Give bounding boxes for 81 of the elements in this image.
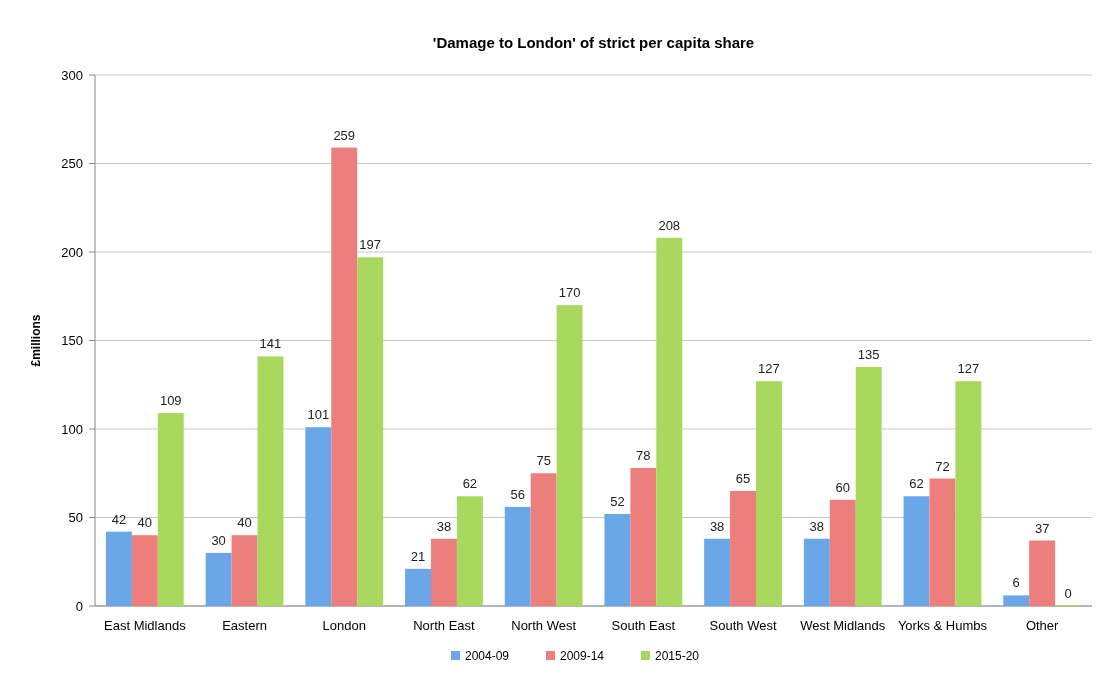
x-tick-label: West Midlands <box>800 618 886 633</box>
y-tick-label: 300 <box>61 67 83 83</box>
y-tick-label: 50 <box>68 510 83 526</box>
bar <box>430 538 457 606</box>
chart-title: 'Damage to London' of strict per capita share <box>432 34 755 51</box>
bar <box>955 381 982 606</box>
data-label: 21 <box>410 548 426 564</box>
data-label: 141 <box>259 336 282 352</box>
bar <box>1029 540 1056 606</box>
data-label: 62 <box>909 476 924 492</box>
bar <box>530 473 557 606</box>
bar <box>157 413 184 606</box>
y-tick-label: 0 <box>75 598 83 614</box>
bar <box>556 305 583 606</box>
data-label: 30 <box>211 532 226 548</box>
bar <box>231 535 258 606</box>
data-label: 127 <box>957 361 980 377</box>
y-tick-label: 250 <box>61 156 83 172</box>
legend-label: 2009-14 <box>560 649 605 663</box>
data-label: 38 <box>436 518 452 534</box>
data-label: 40 <box>237 515 252 531</box>
bar <box>131 535 158 606</box>
y-tick-label: 150 <box>61 333 83 349</box>
bar <box>1003 595 1030 606</box>
bar <box>105 531 132 606</box>
data-label: 135 <box>857 347 880 363</box>
bar <box>357 257 384 606</box>
bar <box>803 538 830 606</box>
bar <box>257 356 284 606</box>
x-tick-label: East Midlands <box>104 618 187 633</box>
bar <box>656 237 683 606</box>
data-label: 78 <box>636 447 651 463</box>
x-tick-label: London <box>322 618 366 633</box>
data-label: 127 <box>758 361 780 377</box>
bar <box>305 427 332 606</box>
bar <box>504 506 531 606</box>
bar <box>604 513 631 606</box>
y-tick-label: 100 <box>61 421 83 437</box>
x-tick-label: North West <box>511 618 577 633</box>
legend-label: 2004-09 <box>465 649 510 663</box>
x-tick-label: Other <box>1025 618 1060 633</box>
bar <box>205 552 232 606</box>
data-label: 170 <box>558 285 581 301</box>
bar <box>405 568 431 606</box>
bar <box>456 496 483 606</box>
data-label: 40 <box>137 515 153 531</box>
x-tick-label: South East <box>611 618 676 633</box>
data-label: 42 <box>111 511 127 527</box>
bar <box>756 381 782 606</box>
x-tick-label: Eastern <box>222 618 267 633</box>
bar <box>855 367 882 606</box>
data-label: 6 <box>1012 575 1020 591</box>
data-label: 259 <box>333 127 356 143</box>
data-label: 101 <box>307 407 330 423</box>
bar <box>331 147 358 606</box>
y-axis-title: £millions <box>29 314 43 367</box>
data-label: 65 <box>735 470 751 486</box>
bar <box>929 478 956 606</box>
data-label: 197 <box>359 237 382 253</box>
data-label: 38 <box>709 518 725 534</box>
x-tick-label: South West <box>709 618 777 633</box>
data-label: 109 <box>159 393 182 409</box>
data-label: 208 <box>658 217 681 233</box>
bar <box>829 499 856 606</box>
legend-label: 2015-20 <box>655 649 700 663</box>
data-label: 38 <box>809 518 825 534</box>
bar <box>704 538 731 606</box>
x-tick-label: North East <box>413 618 476 633</box>
x-tick-label: Yorks & Humbs <box>897 618 988 633</box>
y-tick-label: 200 <box>61 244 83 260</box>
data-label: 75 <box>536 453 551 469</box>
data-label: 60 <box>835 479 850 495</box>
bar <box>730 490 757 606</box>
data-label: 0 <box>1064 586 1072 601</box>
bar <box>903 496 930 606</box>
data-label: 56 <box>510 486 525 502</box>
data-label: 72 <box>935 458 950 474</box>
data-label: 62 <box>462 476 478 492</box>
data-label: 52 <box>610 493 625 509</box>
data-label: 37 <box>1034 520 1050 536</box>
bar <box>630 467 657 606</box>
